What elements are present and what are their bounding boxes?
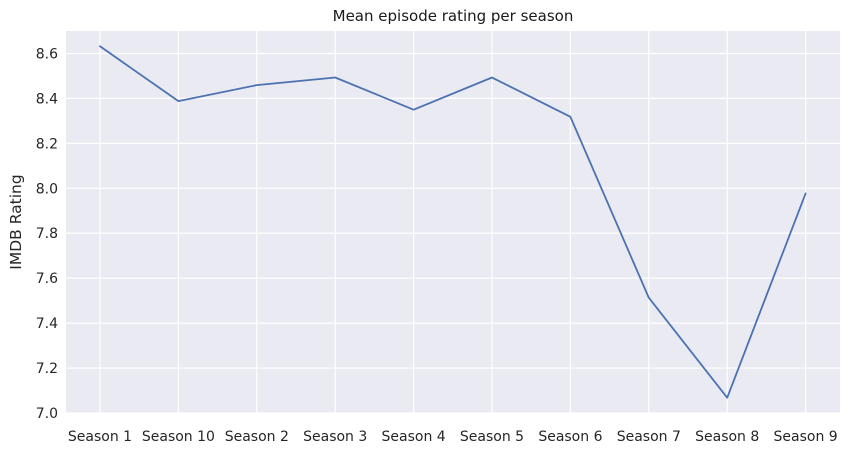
chart-title: Mean episode rating per season — [333, 7, 574, 25]
x-tick-label: Season 7 — [617, 429, 681, 445]
series-line — [99, 45, 807, 399]
x-tick-label: Season 3 — [303, 429, 367, 445]
x-tick-label: Season 10 — [142, 429, 215, 445]
y-tick-label: 7.2 — [36, 361, 58, 377]
y-axis-label: IMDB Rating — [7, 174, 25, 269]
series-layer — [99, 45, 807, 399]
y-tick-label: 7.4 — [36, 316, 58, 332]
x-tick-label: Season 5 — [460, 429, 524, 445]
y-tick-label: 7.8 — [36, 226, 58, 242]
x-tick-label: Season 9 — [774, 429, 838, 445]
grid — [66, 31, 840, 414]
y-tick-label: 8.2 — [36, 136, 58, 152]
y-axis-ticks: 7.0 7.2 7.4 7.6 7.8 8.0 8.2 8.4 8.6 — [36, 46, 58, 422]
x-tick-label: Season 8 — [695, 429, 759, 445]
x-tick-label: Season 4 — [382, 429, 446, 445]
x-tick-label: Season 6 — [538, 429, 602, 445]
x-tick-label: Season 2 — [225, 429, 289, 445]
y-tick-label: 7.0 — [36, 406, 58, 422]
x-axis-ticks: Season 1 Season 10 Season 2 Season 3 Season … — [68, 429, 838, 445]
x-tick-label: Season 1 — [68, 429, 132, 445]
y-tick-label: 8.4 — [36, 91, 58, 107]
y-tick-label: 8.6 — [36, 46, 58, 62]
plot-area — [66, 31, 840, 413]
y-tick-label: 8.0 — [36, 181, 58, 197]
y-tick-label: 7.6 — [36, 271, 58, 287]
